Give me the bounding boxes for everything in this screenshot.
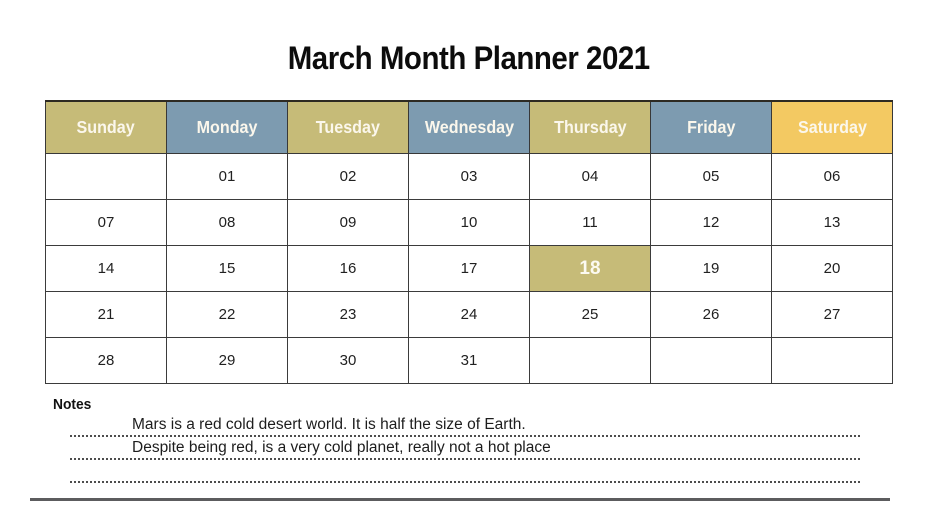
- calendar-table: Sunday Monday Tuesday Wednesday Thursday Frid…: [45, 100, 893, 384]
- calendar-header-row: Sunday Monday Tuesday Wednesday Thursday Frid…: [45, 100, 893, 154]
- day-header-tuesday: Tuesday: [287, 100, 409, 154]
- date-cell-24: 24: [408, 291, 530, 338]
- notes-heading-text: Notes: [53, 396, 92, 413]
- day-header-saturday: Saturday: [771, 100, 893, 154]
- page-title-text: March Month Planner 2021: [287, 40, 650, 76]
- date-cell-empty: [529, 337, 651, 384]
- note-text: Despite being red, is a very cold planet…: [132, 439, 551, 456]
- date-cell-18-highlighted: 18: [529, 245, 651, 292]
- date-cell-07: 07: [45, 199, 167, 246]
- day-header-label: Friday: [686, 117, 736, 137]
- date-cell-12: 12: [650, 199, 772, 246]
- day-header-label: Saturday: [797, 117, 867, 137]
- calendar-week-row: 21 22 23 24 25 26 27: [45, 291, 893, 338]
- day-header-thursday: Thursday: [529, 100, 651, 154]
- footer-divider-line: [30, 498, 890, 501]
- calendar-week-row: 28 29 30 31: [45, 337, 893, 384]
- note-text: Mars is a red cold desert world. It is h…: [132, 416, 526, 433]
- date-cell-empty: [45, 153, 167, 200]
- date-cell-03: 03: [408, 153, 530, 200]
- date-cell-15: 15: [166, 245, 288, 292]
- date-cell-empty: [771, 337, 893, 384]
- calendar-body: 01 02 03 04 05 06 07 08 09 10 11 12 13 14 15 16 17 18 19 20…: [45, 153, 893, 384]
- day-header-label: Thursday: [553, 117, 627, 137]
- date-cell-17: 17: [408, 245, 530, 292]
- date-cell-20: 20: [771, 245, 893, 292]
- calendar-week-row: 14 15 16 17 18 19 20: [45, 245, 893, 292]
- date-cell-14: 14: [45, 245, 167, 292]
- calendar-week-row: 07 08 09 10 11 12 13: [45, 199, 893, 246]
- note-line: Despite being red, is a very cold planet…: [70, 437, 860, 460]
- date-cell-13: 13: [771, 199, 893, 246]
- date-cell-19: 19: [650, 245, 772, 292]
- date-cell-23: 23: [287, 291, 409, 338]
- date-cell-02: 02: [287, 153, 409, 200]
- day-header-label: Tuesday: [315, 117, 381, 137]
- date-cell-05: 05: [650, 153, 772, 200]
- date-cell-08: 08: [166, 199, 288, 246]
- date-cell-26: 26: [650, 291, 772, 338]
- date-cell-01: 01: [166, 153, 288, 200]
- date-cell-11: 11: [529, 199, 651, 246]
- calendar-header: Sunday Monday Tuesday Wednesday Thursday Frid…: [45, 100, 893, 154]
- date-cell-30: 30: [287, 337, 409, 384]
- calendar-week-row: 01 02 03 04 05 06: [45, 153, 893, 200]
- day-header-monday: Monday: [166, 100, 288, 154]
- day-header-label: Sunday: [76, 117, 136, 137]
- date-cell-16: 16: [287, 245, 409, 292]
- notes-lines: Mars is a red cold desert world. It is h…: [70, 414, 860, 483]
- day-header-label: Monday: [196, 117, 258, 137]
- date-cell-21: 21: [45, 291, 167, 338]
- date-cell-10: 10: [408, 199, 530, 246]
- day-header-wednesday: Wednesday: [408, 100, 530, 154]
- page-title: March Month Planner 2021: [0, 36, 937, 80]
- note-line: Mars is a red cold desert world. It is h…: [70, 414, 860, 437]
- note-line: [70, 460, 860, 483]
- date-cell-06: 06: [771, 153, 893, 200]
- notes-heading: Notes: [53, 395, 937, 414]
- date-cell-04: 04: [529, 153, 651, 200]
- date-cell-28: 28: [45, 337, 167, 384]
- day-header-friday: Friday: [650, 100, 772, 154]
- date-cell-22: 22: [166, 291, 288, 338]
- day-header-label: Wednesday: [424, 117, 514, 137]
- date-cell-31: 31: [408, 337, 530, 384]
- day-header-sunday: Sunday: [45, 100, 167, 154]
- date-cell-empty: [650, 337, 772, 384]
- date-cell-29: 29: [166, 337, 288, 384]
- date-cell-25: 25: [529, 291, 651, 338]
- date-cell-09: 09: [287, 199, 409, 246]
- date-cell-27: 27: [771, 291, 893, 338]
